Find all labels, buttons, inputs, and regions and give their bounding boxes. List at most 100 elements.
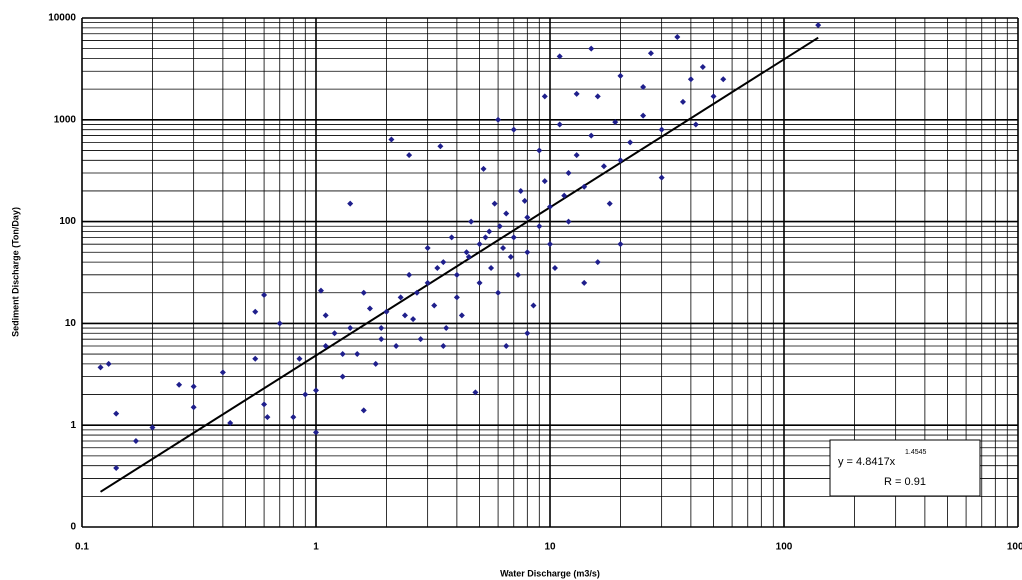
point [640,83,647,90]
y-axis-title: Sediment Discharge (Ton/Day) [10,207,20,337]
point [105,360,112,367]
y-tick-label: 0 [70,522,76,533]
equation-exponent: 1.4545 [905,449,927,456]
point [393,342,400,349]
x-tick-label: 100 [776,542,793,553]
point [556,53,563,60]
x-tick-label: 1 [313,542,319,553]
point [647,50,654,57]
point [354,351,361,358]
point [600,163,607,170]
point [524,214,531,221]
y-tick-label: 10000 [48,13,76,24]
point [453,294,460,301]
point [261,401,268,408]
point [313,387,319,394]
point [440,259,447,266]
point [322,312,329,319]
x-tick-label: 0.1 [75,542,89,553]
point [453,271,460,278]
point [476,279,483,286]
point [524,249,531,256]
point [424,245,431,252]
point [594,259,601,266]
point [468,218,475,225]
point [132,437,139,444]
point [463,249,470,256]
point [674,34,681,41]
point [617,72,624,79]
point [687,76,694,83]
y-tick-label: 10 [65,318,77,329]
point [190,404,197,411]
point [410,316,417,323]
point [322,342,329,349]
point [581,279,588,286]
point [658,126,665,133]
point [536,147,543,154]
x-tick-label: 1000 [1007,542,1022,553]
point [339,351,346,358]
point [347,325,354,332]
point [510,126,517,133]
x-axis-title: Water Discharge (m3/s) [500,568,600,578]
point [480,165,487,172]
point [482,234,489,241]
point [388,136,395,143]
point [347,200,354,207]
point [383,308,390,315]
point [588,132,595,139]
point [815,22,822,29]
point [556,121,563,128]
point [261,292,268,299]
point [627,139,634,146]
point [565,218,572,225]
point [541,178,548,185]
point [521,197,528,204]
point [720,76,727,83]
point [372,360,379,367]
point [594,93,601,100]
point [495,116,502,123]
point [366,305,373,312]
point [149,424,156,431]
y-tick-label: 1 [70,420,76,431]
x-tick-label: 10 [544,542,556,553]
point [252,308,259,315]
point [296,355,303,362]
point [472,389,479,396]
point [640,112,647,119]
point [290,414,297,421]
point [97,364,104,371]
point [561,192,568,199]
point [495,289,502,296]
equation-box [829,439,981,497]
point [252,355,259,362]
point [503,210,510,217]
point [331,330,338,337]
point [443,325,450,332]
point [699,64,706,71]
point [510,234,517,241]
point [465,253,472,260]
point [113,464,120,471]
point [302,391,309,398]
y-tick-label: 100 [59,216,76,227]
point [565,170,572,177]
point [434,265,441,272]
point [397,294,404,301]
point [317,287,324,294]
point [476,241,483,248]
point [573,152,580,159]
point [458,312,465,319]
point [517,187,524,194]
point [551,265,558,272]
point [406,152,413,159]
point [536,223,543,230]
point [524,330,531,337]
point [176,381,183,388]
point [227,420,234,427]
point [313,429,319,436]
